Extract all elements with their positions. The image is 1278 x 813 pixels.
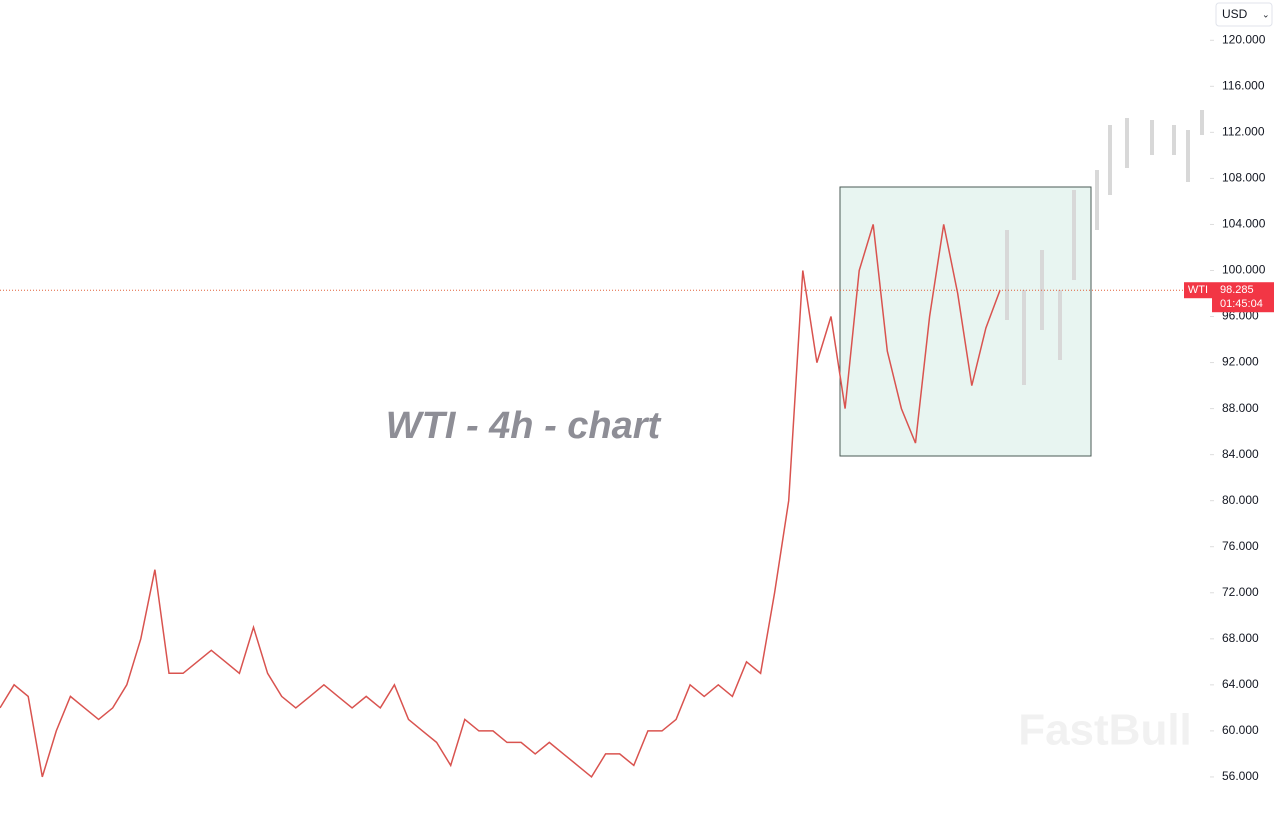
- y-tick-label: 116.000: [1222, 78, 1265, 92]
- y-tick-label: 80.000: [1222, 493, 1259, 507]
- y-tick-label: 120.000: [1222, 32, 1266, 46]
- price-tag: [1212, 282, 1274, 313]
- y-tick-label: 104.000: [1222, 217, 1266, 231]
- y-tick-label: 100.000: [1222, 263, 1266, 277]
- chart-title: WTI - 4h - chart: [386, 405, 662, 447]
- y-tick-label: 84.000: [1222, 447, 1259, 461]
- y-tick-label: 92.000: [1222, 355, 1259, 369]
- price-label: 98.285: [1220, 284, 1254, 296]
- currency-select[interactable]: [1215, 2, 1273, 27]
- price-line: [0, 224, 1001, 779]
- y-tick-label: 112.000: [1222, 125, 1265, 139]
- range-box: [839, 186, 1092, 457]
- y-tick-label: 76.000: [1222, 539, 1259, 553]
- y-tick-label: 60.000: [1222, 723, 1259, 737]
- y-tick-label: 56.000: [1222, 769, 1259, 783]
- symbol-tag: [1184, 282, 1212, 299]
- y-tick-label: 68.000: [1222, 631, 1259, 645]
- watermark: FastBull: [1018, 706, 1192, 755]
- y-tick-label: 64.000: [1222, 677, 1259, 691]
- countdown-label: 01:45:04: [1220, 298, 1263, 310]
- currency-label[interactable]: USD: [1222, 7, 1248, 21]
- y-tick-label: 108.000: [1222, 171, 1266, 185]
- symbol-label: WTI: [1188, 284, 1208, 296]
- y-tick-label: 88.000: [1222, 401, 1259, 415]
- dropdown-icon[interactable]: ⌄: [1262, 9, 1270, 19]
- y-tick-label: 72.000: [1222, 585, 1259, 599]
